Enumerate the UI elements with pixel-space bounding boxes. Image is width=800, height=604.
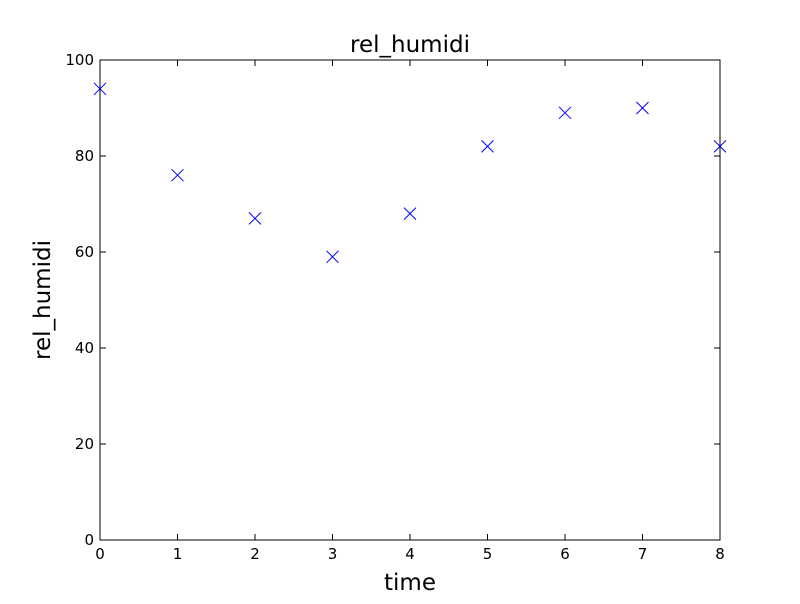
x-tick-label: 4: [405, 545, 415, 563]
data-point-marker: [171, 168, 184, 182]
y-tick-label: 60: [75, 243, 94, 261]
data-point-marker: [248, 212, 262, 225]
chart-title: rel_humidi: [350, 32, 470, 58]
marker-stroke: [558, 106, 572, 120]
x-tick-label: 5: [483, 545, 493, 563]
data-point-marker: [326, 250, 339, 264]
x-axis-label: time: [384, 570, 436, 596]
marker-stroke: [171, 168, 184, 182]
data-point-marker: [403, 207, 417, 220]
y-axis-label: rel_humidi: [30, 240, 56, 360]
y-tick-label: 20: [75, 435, 94, 453]
x-tick-label: 1: [173, 545, 183, 563]
y-tick-label: 0: [84, 531, 94, 549]
data-point-marker: [558, 106, 572, 120]
y-tick-label: 40: [75, 339, 94, 357]
plot-frame: [99, 59, 721, 541]
marker-stroke: [636, 101, 649, 115]
axis-ticks: [99, 59, 721, 541]
data-point-marker: [481, 140, 494, 153]
x-tick-label: 2: [250, 545, 260, 563]
marker-stroke: [248, 212, 262, 225]
x-tick-label: 7: [638, 545, 648, 563]
x-tick-label: 3: [328, 545, 338, 563]
data-point-marker: [636, 101, 649, 115]
marker-stroke: [326, 250, 339, 264]
data-markers: [93, 82, 727, 264]
y-tick-label: 100: [65, 51, 94, 69]
x-tick-label: 6: [560, 545, 570, 563]
marker-stroke: [481, 140, 494, 153]
marker-stroke: [403, 207, 417, 220]
x-tick-label: 0: [95, 545, 105, 563]
x-tick-label: 8: [715, 545, 725, 563]
y-tick-label: 80: [75, 147, 94, 165]
